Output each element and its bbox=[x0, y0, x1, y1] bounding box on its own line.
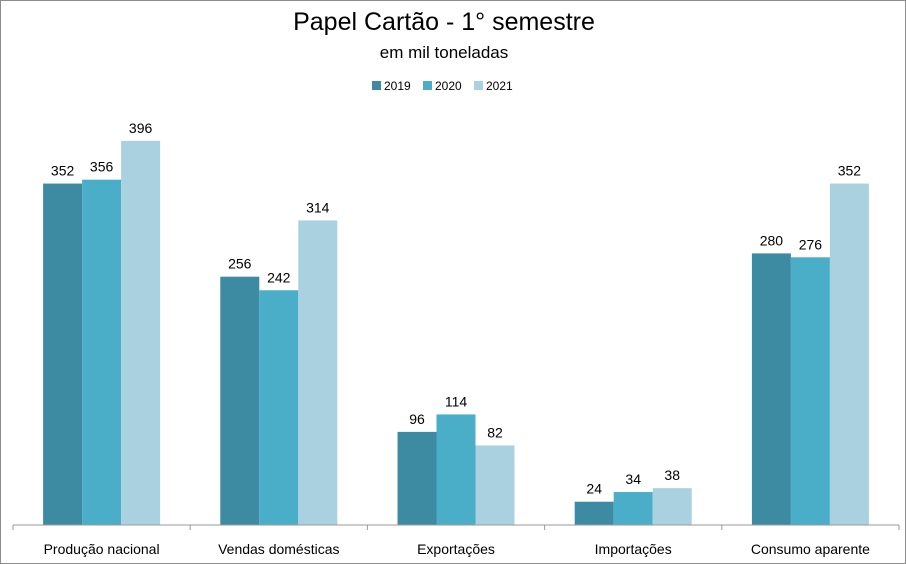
bar-2021 bbox=[298, 220, 338, 526]
bar-2020 bbox=[790, 257, 830, 525]
category-label: Vendas domésticas bbox=[218, 541, 339, 557]
legend-label: 2021 bbox=[486, 79, 513, 93]
category-label: Produção nacional bbox=[44, 541, 160, 557]
data-label: 352 bbox=[51, 163, 75, 179]
legend: 2019 2020 2021 bbox=[372, 79, 513, 93]
data-label: 96 bbox=[409, 411, 425, 427]
data-label: 396 bbox=[129, 120, 153, 136]
bar-2020 bbox=[259, 290, 299, 525]
chart-title: Papel Cartão - 1° semestre bbox=[293, 8, 595, 36]
data-label: 314 bbox=[306, 199, 330, 215]
chart-subtitle: em mil toneladas bbox=[380, 43, 509, 62]
data-label: 38 bbox=[664, 467, 680, 483]
category-label: Consumo aparente bbox=[751, 541, 870, 557]
legend-swatch bbox=[474, 81, 483, 90]
data-label: 280 bbox=[760, 232, 784, 248]
category-label: Importações bbox=[595, 541, 672, 557]
data-label: 352 bbox=[838, 163, 862, 179]
legend-label: 2019 bbox=[384, 79, 411, 93]
bar-2019 bbox=[751, 253, 791, 525]
bar-2021 bbox=[652, 488, 692, 525]
data-label: 24 bbox=[586, 481, 602, 497]
bar-2019 bbox=[574, 501, 614, 525]
bar-2021 bbox=[829, 183, 869, 525]
legend-label: 2020 bbox=[435, 79, 462, 93]
category-labels: Produção nacional Vendas domésticas Export… bbox=[44, 541, 871, 557]
bar-2019 bbox=[220, 276, 260, 525]
bar-2020 bbox=[436, 414, 476, 525]
bar-2019 bbox=[43, 183, 83, 525]
bars bbox=[43, 140, 869, 526]
bar-2020 bbox=[613, 492, 653, 525]
data-label: 82 bbox=[487, 424, 503, 440]
value-labels: 352 356 396 256 242 314 96 114 82 24 34 38 280 276 352 bbox=[51, 120, 861, 497]
legend-swatch bbox=[372, 81, 381, 90]
data-label: 276 bbox=[799, 236, 823, 252]
bar-2021 bbox=[121, 140, 161, 525]
data-label: 114 bbox=[445, 393, 468, 409]
bar-2019 bbox=[397, 431, 437, 525]
x-axis-ticks bbox=[12, 525, 900, 530]
category-label: Exportações bbox=[417, 541, 495, 557]
data-label: 356 bbox=[90, 159, 114, 175]
bar-2020 bbox=[82, 179, 122, 525]
data-label: 242 bbox=[267, 269, 291, 285]
data-label: 256 bbox=[228, 256, 252, 272]
legend-swatch bbox=[423, 81, 432, 90]
data-label: 34 bbox=[625, 471, 641, 487]
bar-2021 bbox=[475, 445, 515, 525]
